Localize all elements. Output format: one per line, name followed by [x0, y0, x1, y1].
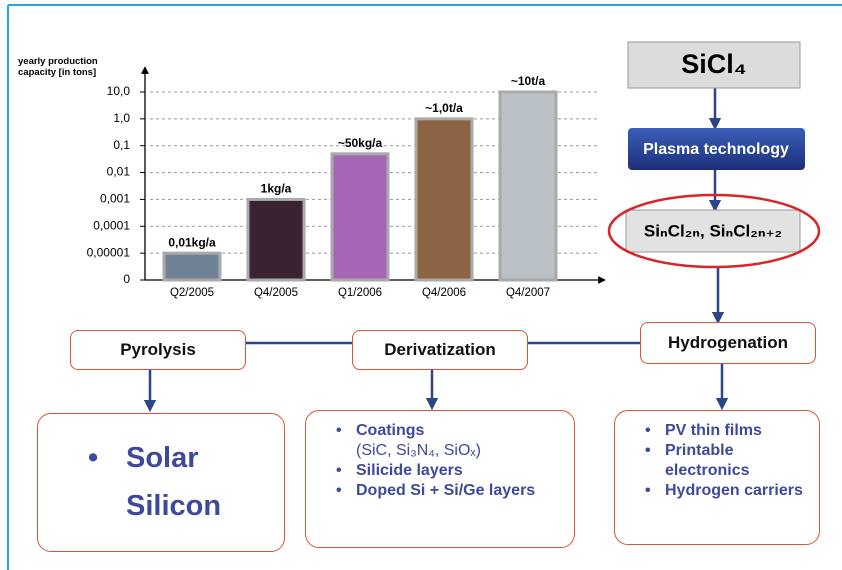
bullet: •	[336, 461, 342, 481]
value-label: ~50kg/a	[338, 136, 383, 150]
bar	[500, 92, 556, 280]
y-tick-label: 0	[123, 272, 130, 286]
x-tick-label: Q2/2005	[170, 287, 214, 299]
result-box: • Solar Silicon	[37, 413, 285, 552]
bar	[416, 119, 472, 280]
y-tick-label: 0,00001	[87, 245, 131, 259]
step-box: Pyrolysis	[70, 330, 246, 370]
step-box: Derivatization	[352, 330, 528, 370]
y-axis-label: yearly production capacity [in tons]	[18, 56, 136, 78]
slide: {"chart_data": {"type": "bar", "ylabel":…	[0, 0, 842, 570]
result-box: •Coatings(SiC, Si₃N₄, SiOₓ)•Silicide lay…	[305, 410, 575, 548]
x-tick-label: Q1/2006	[338, 287, 382, 299]
y-tick-label: 1,0	[113, 111, 130, 125]
y-tick-label: 0,001	[100, 192, 130, 206]
y-tick-label: 0,0001	[93, 218, 130, 232]
item-text: Hydrogen carriers	[665, 482, 803, 499]
bullet-item: • Doped Si + Si/Ge layers	[336, 481, 556, 501]
x-tick-label: Q4/2006	[422, 287, 466, 299]
bar	[164, 253, 220, 280]
bullet-item: • Solar Silicon	[88, 434, 236, 530]
value-label: 1kg/a	[261, 182, 292, 196]
bullet: •	[336, 481, 342, 501]
bullet: •	[336, 421, 342, 441]
bar	[248, 199, 304, 280]
item-text: Solar Silicon	[126, 442, 221, 522]
bullet: •	[88, 434, 98, 482]
value-label: ~10t/a	[511, 74, 546, 88]
y-tick-label: 10,0	[107, 84, 131, 98]
bar	[332, 154, 388, 280]
process-node: SiCl₄	[681, 49, 746, 79]
step-box: Hydrogenation	[640, 322, 816, 364]
item-text: Silicide layers	[356, 462, 463, 479]
value-label: 0,01kg/a	[168, 235, 216, 249]
y-tick-label: 0,1	[113, 138, 130, 152]
bullet-item: • Hydrogen carriers	[645, 481, 815, 501]
item-text: Doped Si + Si/Ge layers	[356, 482, 535, 499]
x-tick-label: Q4/2005	[254, 287, 298, 299]
bullet-item: • PV thin films	[645, 421, 815, 441]
item-detail: (SiC, Si₃N₄, SiOₓ)	[336, 441, 574, 461]
y-tick-label: 0,01	[107, 165, 131, 179]
bullet-item: • Coatings	[336, 421, 556, 441]
item-text: Coatings	[356, 422, 424, 439]
value-label: ~1,0t/a	[425, 101, 463, 115]
bullet: •	[645, 481, 651, 501]
bullet: •	[645, 441, 651, 461]
result-box: • PV thin films • Printable electronics • Hyd…	[614, 410, 820, 545]
process-node: Plasma technology	[643, 141, 789, 158]
bullet-item: • Printable electronics	[645, 441, 815, 481]
x-tick-label: Q4/2007	[506, 287, 550, 299]
item-text: Printable electronics	[665, 442, 749, 479]
item-text: PV thin films	[665, 422, 762, 439]
bullet-item: • Silicide layers	[336, 461, 556, 481]
bullet: •	[645, 421, 651, 441]
process-node: SiₙCl₂ₙ, SiₙCl₂ₙ₊₂	[644, 221, 782, 240]
